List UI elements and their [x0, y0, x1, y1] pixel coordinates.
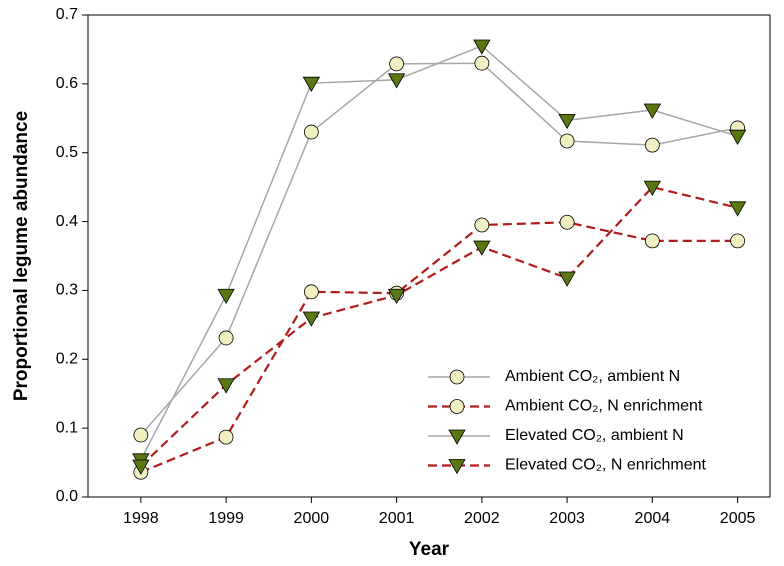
series-line — [140, 221, 738, 474]
legend-label: Ambient CO₂, N enrichment — [505, 398, 703, 415]
data-point — [644, 137, 660, 153]
data-point — [133, 427, 149, 443]
data-point — [643, 180, 662, 196]
x-tick-label: 1998 — [123, 510, 159, 527]
x-tick-label: 2005 — [720, 510, 756, 527]
series-line — [140, 185, 738, 467]
x-axis-title: Year — [409, 539, 450, 560]
series-line — [140, 45, 738, 461]
data-point — [728, 129, 747, 145]
data-point — [387, 73, 406, 89]
y-tick-label: 0.1 — [56, 419, 78, 436]
legend-label: Elevated CO₂, N enrichment — [505, 457, 707, 474]
x-tick-label: 2000 — [294, 510, 330, 527]
data-point — [303, 124, 319, 140]
legend-marker — [448, 459, 466, 475]
legend-marker — [449, 369, 465, 385]
x-tick-label: 1999 — [208, 510, 244, 527]
data-point — [558, 271, 576, 287]
y-tick-label: 0.3 — [56, 282, 78, 299]
y-tick-label: 0.4 — [56, 213, 78, 230]
data-point — [132, 459, 150, 475]
data-point — [473, 39, 491, 55]
data-point — [559, 214, 575, 230]
y-tick-label: 0.5 — [56, 144, 78, 161]
x-tick-label: 2002 — [464, 510, 500, 527]
data-point — [643, 103, 662, 119]
legend-marker — [449, 399, 465, 414]
x-tick-label: 2003 — [549, 510, 585, 527]
y-tick-label: 0.0 — [56, 488, 78, 505]
legend-label: Elevated CO₂, ambient N — [505, 427, 684, 444]
data-point — [387, 288, 406, 305]
y-axis-title: Proportional legume abundance — [11, 111, 32, 401]
data-point — [218, 330, 234, 346]
data-point — [473, 240, 491, 256]
data-point — [302, 76, 321, 92]
data-point — [303, 284, 319, 300]
data-point — [217, 378, 235, 394]
data-point — [644, 233, 660, 249]
y-tick-label: 0.6 — [56, 75, 78, 92]
data-point — [218, 429, 234, 445]
y-tick-label: 0.7 — [56, 6, 78, 23]
data-point — [728, 201, 747, 217]
data-point — [558, 113, 576, 130]
data-point — [730, 233, 746, 249]
x-tick-label: 2004 — [635, 510, 671, 527]
legend: Ambient CO₂, ambient N Ambient CO₂, N enr… — [428, 368, 707, 475]
data-point — [389, 56, 405, 72]
data-point — [217, 288, 235, 305]
data-point — [302, 311, 321, 327]
data-point — [474, 55, 490, 71]
data-point — [559, 133, 575, 149]
y-tick-label: 0.2 — [56, 351, 78, 368]
plot-frame — [87, 14, 771, 498]
x-tick-label: 2001 — [379, 510, 415, 527]
legend-label: Ambient CO₂, ambient N — [505, 368, 680, 385]
data-point — [474, 217, 490, 233]
legend-marker — [448, 429, 466, 445]
